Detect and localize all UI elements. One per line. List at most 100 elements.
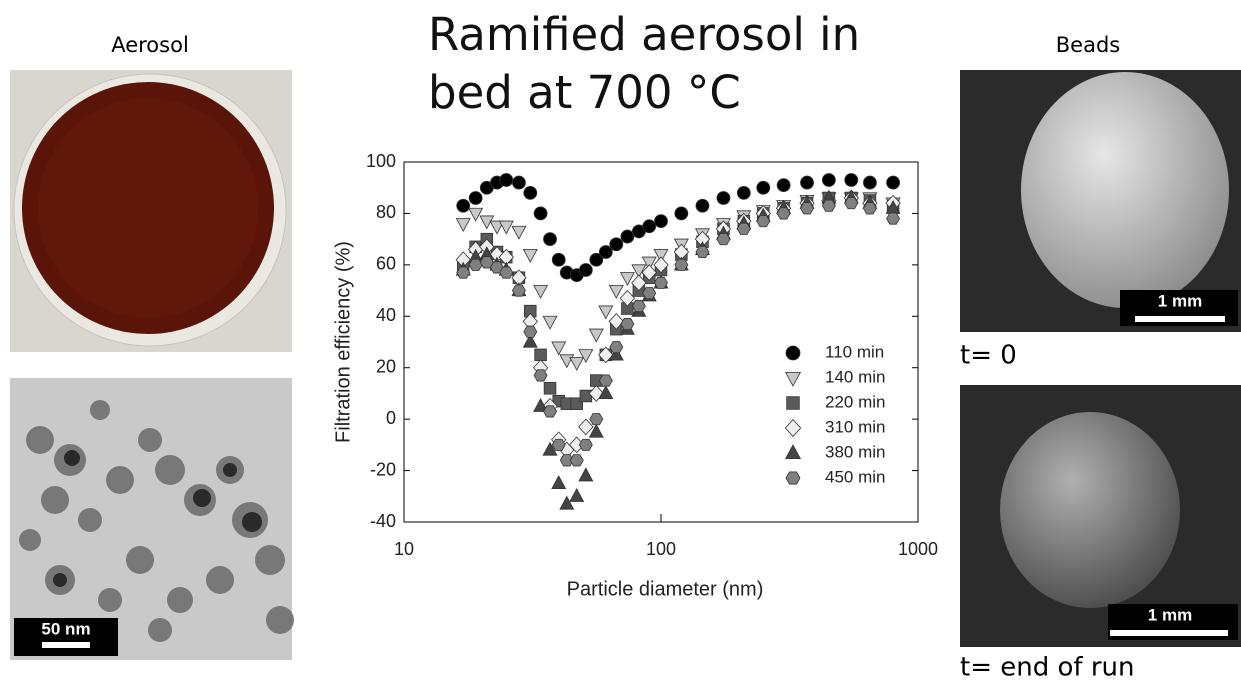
marker	[543, 232, 557, 247]
legend-label: 220 min	[825, 392, 885, 411]
marker	[479, 215, 495, 230]
marker	[821, 173, 836, 187]
marker	[570, 397, 583, 410]
sem-bead-final: 1 mm	[960, 385, 1241, 647]
y-tick-label: 40	[376, 305, 396, 325]
marker	[863, 175, 877, 190]
marker	[578, 438, 593, 451]
marker	[653, 256, 669, 274]
scale-label: 50 nm	[41, 619, 90, 638]
marker	[542, 315, 558, 330]
marker	[620, 317, 635, 331]
marker	[619, 272, 635, 287]
caption: t= end of run	[960, 653, 1134, 683]
marker	[776, 207, 791, 220]
marker	[588, 385, 604, 402]
marker	[456, 198, 471, 213]
x-tick-label: 1000	[898, 539, 938, 559]
marker	[542, 441, 558, 456]
marker	[589, 413, 604, 426]
marker	[609, 341, 624, 354]
marker	[456, 266, 471, 279]
marker	[756, 215, 771, 228]
x-tick-label: 10	[394, 539, 414, 559]
marker	[844, 173, 859, 187]
marker	[499, 173, 514, 187]
marker	[543, 382, 557, 395]
marker	[653, 248, 669, 263]
marker	[716, 191, 731, 205]
marker	[844, 197, 859, 210]
marker	[588, 423, 604, 438]
marker	[695, 198, 710, 213]
marker	[736, 185, 751, 200]
marker	[800, 175, 814, 190]
marker	[551, 252, 566, 267]
x-axis-label: Particle diameter (nm)	[567, 578, 764, 600]
slide-title: Ramified aerosol in bed at 700 °C	[428, 8, 861, 119]
y-tick-label: -20	[370, 459, 396, 479]
marker	[608, 313, 624, 330]
marker	[489, 220, 505, 235]
marker	[468, 258, 483, 271]
marker	[533, 369, 548, 382]
marker	[551, 341, 567, 356]
marker	[559, 495, 575, 510]
marker	[821, 199, 836, 212]
marker	[578, 263, 593, 277]
marker	[886, 175, 900, 190]
marker	[543, 405, 557, 418]
marker	[533, 397, 549, 412]
marker	[641, 264, 657, 281]
marker	[468, 207, 484, 222]
marker	[654, 214, 668, 229]
marker	[512, 175, 526, 190]
marker	[598, 374, 613, 387]
marker	[511, 225, 527, 240]
marker	[674, 206, 689, 221]
marker	[608, 346, 624, 361]
legend-marker	[786, 396, 800, 410]
marker	[533, 206, 548, 221]
marker	[578, 349, 594, 364]
marker	[776, 178, 791, 193]
marker	[631, 274, 647, 292]
marker	[886, 212, 901, 225]
marker	[598, 305, 614, 320]
marker	[533, 284, 549, 299]
marker	[598, 385, 614, 400]
y-tick-label: 20	[376, 356, 396, 376]
scale-label: 1 mm	[1158, 291, 1202, 310]
marker	[534, 348, 547, 362]
marker	[523, 325, 538, 338]
marker	[608, 284, 624, 299]
x-tick-label: 100	[646, 539, 676, 559]
marker	[569, 454, 584, 467]
legend-label: 140 min	[825, 367, 885, 386]
marker	[620, 229, 635, 244]
marker	[642, 287, 657, 300]
marker	[756, 180, 771, 195]
marker	[589, 252, 604, 267]
marker	[619, 289, 636, 307]
marker	[579, 389, 593, 403]
tem-image: 50 nm	[10, 378, 294, 660]
marker	[522, 333, 538, 348]
marker	[598, 245, 613, 259]
marker	[522, 248, 538, 263]
y-tick-label: 80	[376, 202, 396, 222]
legend-marker	[785, 345, 801, 361]
legend-label: 310 min	[825, 417, 885, 436]
marker	[609, 237, 624, 252]
legend-label: 450 min	[825, 467, 885, 486]
marker	[654, 276, 668, 289]
legend-marker	[784, 371, 802, 387]
y-tick-label: 60	[376, 254, 396, 274]
marker	[642, 219, 657, 234]
marker	[695, 245, 710, 259]
marker	[631, 299, 646, 313]
marker	[569, 487, 585, 502]
marker	[631, 264, 647, 279]
marker	[455, 218, 471, 233]
marker	[569, 356, 585, 371]
